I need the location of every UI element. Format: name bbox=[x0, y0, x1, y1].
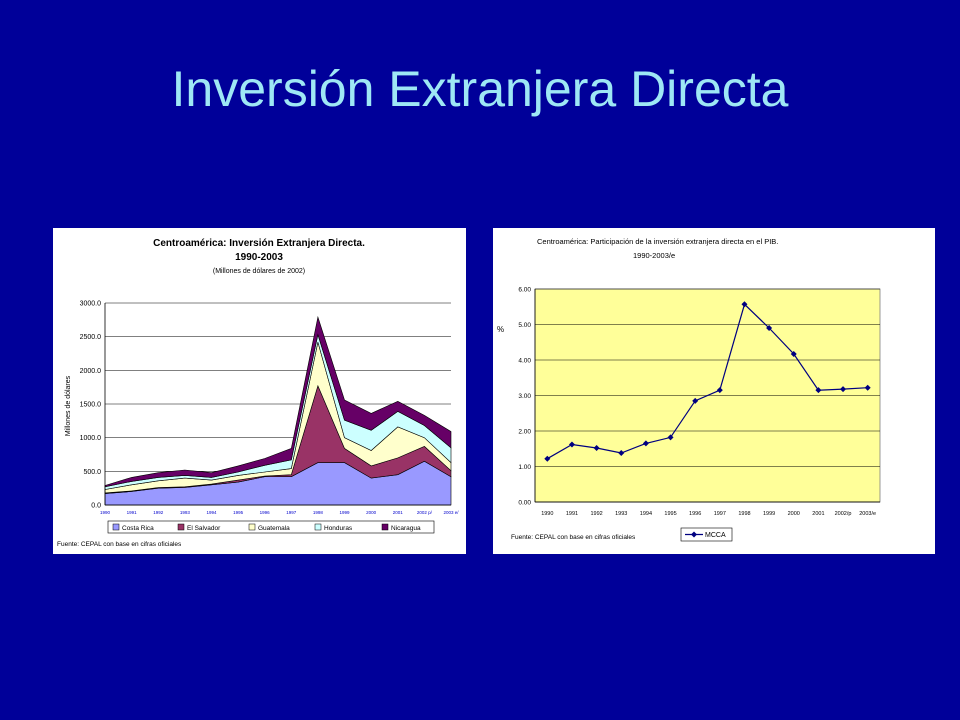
chart2-y-tick-label: 2.00 bbox=[518, 429, 531, 436]
chart1-y-tick-label: 2500.0 bbox=[80, 334, 102, 341]
chart1-x-tick-label: 2002 p/ bbox=[417, 510, 433, 515]
chart1-x-tick-label: 1999 bbox=[340, 510, 351, 515]
chart1-legend-box bbox=[107, 520, 435, 534]
chart1-legend-label: Costa Rica bbox=[122, 525, 154, 532]
chart1-y-tick-label: 1000.0 bbox=[80, 435, 102, 442]
chart1-x-tick-label: 2000 bbox=[366, 510, 377, 515]
chart2-x-tick-label: 1990 bbox=[541, 511, 553, 517]
chart2-legend-box bbox=[680, 527, 733, 542]
chart1-y-tick-label: 0.0 bbox=[91, 503, 101, 510]
chart2-x-tick-label: 2003/e bbox=[859, 511, 876, 517]
chart2-x-tick-label: 1996 bbox=[689, 511, 701, 517]
chart1-y-tick-label: 2000.0 bbox=[80, 368, 102, 375]
chart1-subtitle: 1990-2003 bbox=[235, 252, 283, 263]
chart1-x-tick-label: 1993 bbox=[180, 510, 191, 515]
chart1-x-tick-label: 1992 bbox=[153, 510, 164, 515]
chart1-legend-swatch bbox=[177, 523, 185, 531]
chart2-data-point bbox=[864, 384, 871, 391]
chart2-x-tick-label: 1991 bbox=[566, 511, 578, 517]
chart1-title: Centroamérica: Inversión Extranjera Dire… bbox=[153, 238, 365, 249]
chart2-legend-marker bbox=[691, 531, 697, 538]
chart1-x-tick-label: 1997 bbox=[286, 510, 297, 515]
chart2-y-tick-label: 3.00 bbox=[518, 393, 531, 400]
chart2-y-tick-label: 4.00 bbox=[518, 358, 531, 365]
chart2-y-tick-label: 1.00 bbox=[518, 464, 531, 471]
fdi-gdp-line-chart-panel: Centroamérica: Participación de la inver… bbox=[493, 228, 935, 554]
chart1-x-tick-label: 2001 bbox=[393, 510, 404, 515]
chart2-x-tick-label: 1998 bbox=[738, 511, 750, 517]
chart1-x-tick-label: 1996 bbox=[260, 510, 271, 515]
chart2-subtitle: 1990-2003/e bbox=[633, 251, 675, 260]
chart1-legend-swatch bbox=[314, 523, 322, 531]
chart1-legend-swatch bbox=[248, 523, 256, 531]
chart2-x-tick-label: 1997 bbox=[714, 511, 726, 517]
chart1-area-nicaragua bbox=[104, 315, 452, 488]
chart2-x-tick-label: 1999 bbox=[763, 511, 775, 517]
chart2-data-point bbox=[790, 350, 797, 357]
chart2-x-tick-label: 2000 bbox=[788, 511, 800, 517]
chart2-data-point bbox=[593, 445, 600, 452]
fdi-gdp-line-chart: Centroamérica: Participación de la inver… bbox=[497, 237, 881, 542]
chart2-title: Centroamérica: Participación de la inver… bbox=[537, 237, 778, 246]
chart1-x-tick-label: 1995 bbox=[233, 510, 244, 515]
chart1-y-tick-label: 500.0 bbox=[83, 469, 101, 476]
chart1-legend-label: Honduras bbox=[324, 525, 353, 532]
chart2-data-point bbox=[692, 397, 699, 404]
chart2-data-point bbox=[716, 387, 723, 394]
chart1-x-tick-label: 1998 bbox=[313, 510, 324, 515]
chart2-y-axis-label: % bbox=[497, 325, 504, 334]
chart2-data-point bbox=[642, 440, 649, 447]
chart1-y-axis-label: Millones de dólares bbox=[65, 375, 72, 436]
chart2-series-line bbox=[547, 303, 868, 460]
chart2-x-tick-label: 2001 bbox=[812, 511, 824, 517]
chart2-x-tick-label: 2002/p bbox=[835, 511, 852, 517]
chart1-legend-label: El Salvador bbox=[187, 525, 221, 532]
chart1-legend-label: Nicaragua bbox=[391, 525, 421, 532]
chart2-data-point bbox=[618, 450, 625, 457]
chart2-data-point bbox=[544, 455, 551, 462]
chart2-data-point bbox=[667, 434, 674, 441]
chart2-source-note: Fuente: CEPAL con base en cifras oficial… bbox=[511, 534, 636, 541]
chart2-data-point bbox=[741, 301, 748, 308]
chart1-x-tick-label: 1991 bbox=[127, 510, 138, 515]
chart1-y-tick-label: 3000.0 bbox=[80, 301, 102, 308]
chart2-x-tick-label: 1994 bbox=[640, 511, 652, 517]
chart2-x-tick-label: 1995 bbox=[664, 511, 676, 517]
chart2-legend-label: MCCA bbox=[705, 532, 726, 539]
chart2-x-tick-label: 1992 bbox=[590, 511, 602, 517]
fdi-area-chart-panel: Centroamérica: Inversión Extranjera Dire… bbox=[53, 228, 466, 554]
chart1-legend-swatch bbox=[112, 523, 120, 531]
chart1-unit-subtitle: (Millones de dólares de 2002) bbox=[213, 268, 305, 275]
chart2-x-tick-label: 1993 bbox=[615, 511, 627, 517]
chart2-y-tick-label: 5.00 bbox=[518, 322, 531, 329]
chart2-data-point bbox=[815, 387, 822, 394]
chart1-x-tick-label: 2003 e/ bbox=[443, 510, 459, 515]
chart2-data-point bbox=[568, 441, 575, 448]
fdi-area-chart: Centroamérica: Inversión Extranjera Dire… bbox=[57, 238, 459, 548]
chart2-y-tick-label: 6.00 bbox=[518, 287, 531, 294]
chart1-source-note: Fuente: CEPAL con base en cifras oficial… bbox=[57, 541, 182, 548]
chart1-x-tick-label: 1994 bbox=[206, 510, 217, 515]
chart1-y-tick-label: 1500.0 bbox=[80, 402, 102, 409]
chart1-legend-label: Guatemala bbox=[258, 525, 290, 532]
chart1-x-tick-label: 1990 bbox=[100, 510, 111, 515]
slide-title: Inversión Extranjera Directa bbox=[171, 61, 789, 117]
chart2-data-point bbox=[766, 325, 773, 332]
chart1-legend-swatch bbox=[381, 523, 389, 531]
chart2-data-point bbox=[840, 386, 847, 393]
chart2-y-tick-label: 0.00 bbox=[518, 500, 531, 507]
